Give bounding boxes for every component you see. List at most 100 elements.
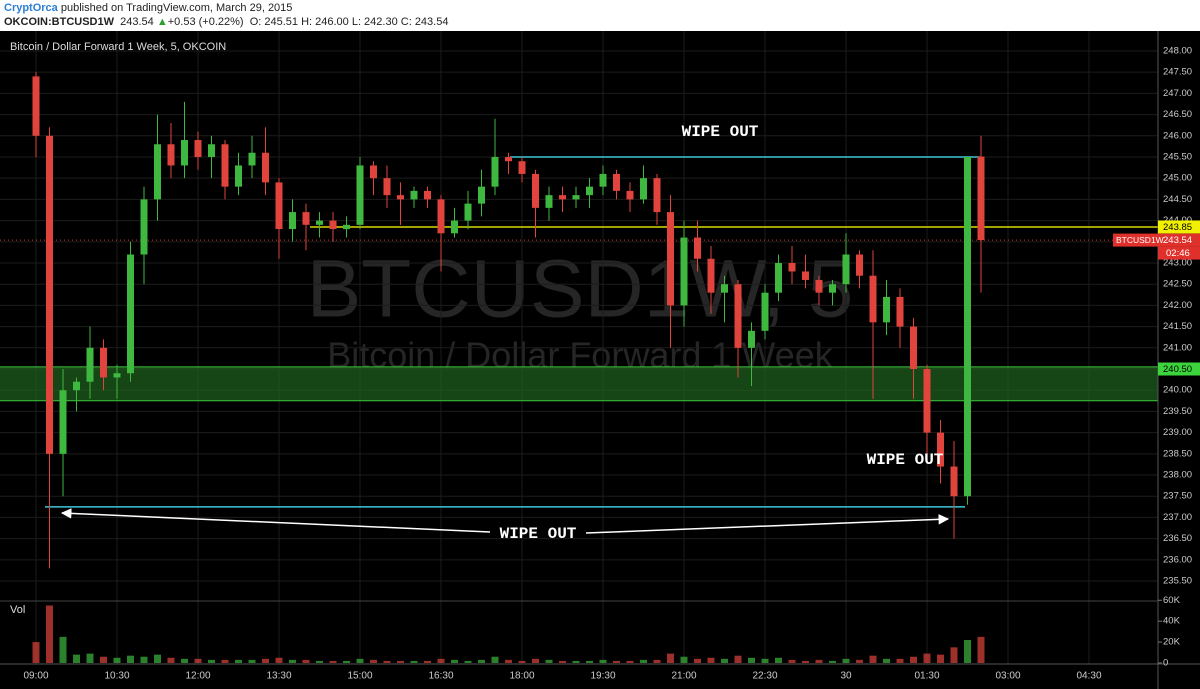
x-tick-label: 30	[840, 671, 852, 682]
volume-bar	[505, 659, 512, 663]
volume-bar	[275, 657, 283, 663]
candle-body	[842, 254, 850, 285]
volume-bar	[680, 656, 688, 663]
volume-bar	[316, 660, 323, 663]
candle-body	[626, 190, 634, 200]
volume-bar	[127, 655, 134, 663]
candle-body	[289, 212, 296, 230]
y-tick-label: 246.50	[1163, 109, 1192, 120]
volume-label: Vol	[10, 604, 25, 616]
volume-bar	[545, 659, 553, 663]
volume-bar	[599, 659, 607, 663]
candle-body	[856, 254, 863, 276]
volume-bar	[248, 659, 256, 663]
zone	[0, 366, 1158, 401]
countdown-box	[1158, 246, 1200, 260]
candle-body	[545, 195, 553, 208]
vol-tick-label: 20K	[1163, 637, 1181, 648]
candle-body	[829, 284, 836, 293]
candle-body	[464, 203, 472, 221]
y-tick-label: 248.00	[1163, 45, 1192, 56]
candle-body	[127, 254, 134, 374]
candle-body	[761, 292, 769, 331]
volume-bar	[977, 636, 985, 663]
price-label: 240.50	[1163, 364, 1192, 375]
volume-bar	[667, 653, 674, 663]
candle-body	[694, 237, 701, 259]
volume-bar	[289, 659, 296, 663]
candle-body	[370, 165, 377, 179]
volume-bar	[923, 653, 931, 663]
y-tick-label: 241.00	[1163, 342, 1192, 353]
candle-body	[559, 195, 566, 200]
candle-body	[910, 326, 917, 370]
x-tick-label: 16:30	[428, 671, 453, 682]
candle-body	[194, 140, 202, 157]
countdown: 02:46	[1166, 248, 1190, 259]
volume-bar	[424, 660, 431, 663]
volume-bar	[640, 659, 647, 663]
y-tick-label: 241.50	[1163, 321, 1192, 332]
y-tick-label: 247.50	[1163, 67, 1192, 78]
y-tick-label: 237.50	[1163, 491, 1192, 502]
volume-bar	[653, 659, 661, 663]
x-tick-label: 01:30	[914, 671, 939, 682]
y-tick-label: 237.00	[1163, 512, 1192, 523]
symbol-tag-box	[1113, 233, 1158, 247]
candle-body	[869, 275, 877, 323]
y-tick-label: 243.00	[1163, 258, 1192, 269]
volume-bar	[181, 658, 188, 663]
candle-body	[586, 186, 593, 196]
candle-body	[653, 178, 661, 213]
price: 243.54	[120, 16, 154, 28]
candle-body	[707, 258, 715, 293]
y-tick-label: 242.50	[1163, 279, 1192, 290]
candle-body	[721, 284, 728, 293]
volume-bar	[842, 658, 850, 663]
x-tick-label: 18:00	[509, 671, 534, 682]
candle-body	[937, 432, 944, 467]
candle-body	[248, 152, 256, 166]
volume-bar	[707, 657, 715, 663]
y-tick-label: 245.50	[1163, 151, 1192, 162]
volume-bar	[721, 658, 728, 663]
candle-body	[356, 165, 364, 225]
candle-body	[73, 381, 80, 391]
x-tick-label: 12:00	[185, 671, 210, 682]
y-tick-label: 246.00	[1163, 130, 1192, 141]
annotation: WIPE OUT	[867, 451, 944, 469]
candle-body	[896, 296, 904, 327]
ohlc: O: 245.51 H: 246.00 L: 242.30 C: 243.54	[249, 16, 449, 28]
volume-bar	[464, 660, 472, 663]
volume-bar	[626, 660, 634, 663]
x-tick-label: 10:30	[104, 671, 129, 682]
candle-body	[599, 173, 607, 187]
candle-body	[208, 144, 215, 157]
candle-body	[883, 296, 890, 323]
candle-body	[32, 76, 40, 136]
candle-body	[613, 173, 620, 191]
volume-bar	[572, 660, 580, 663]
candle-body	[923, 369, 931, 433]
direction: ▲	[156, 16, 168, 28]
volume-bar	[559, 660, 566, 663]
x-tick-label: 22:30	[752, 671, 777, 682]
candle-body	[316, 220, 323, 225]
price-label: 243.85	[1163, 222, 1192, 233]
author[interactable]: CryptOrca	[4, 2, 58, 14]
y-tick-label: 247.00	[1163, 88, 1192, 99]
arrow	[585, 514, 950, 534]
candle-body	[478, 186, 485, 204]
volume-bar	[491, 656, 499, 663]
volume-bar	[950, 647, 958, 663]
volume-bar	[883, 658, 890, 663]
candle-body	[788, 262, 796, 272]
vol-tick-label: 0	[1163, 658, 1168, 669]
volume-bar	[356, 658, 364, 663]
candle-body	[46, 135, 53, 454]
candle-body	[775, 262, 782, 293]
candle-body	[680, 237, 688, 306]
candle-body	[518, 161, 526, 174]
candle-body	[383, 178, 391, 196]
